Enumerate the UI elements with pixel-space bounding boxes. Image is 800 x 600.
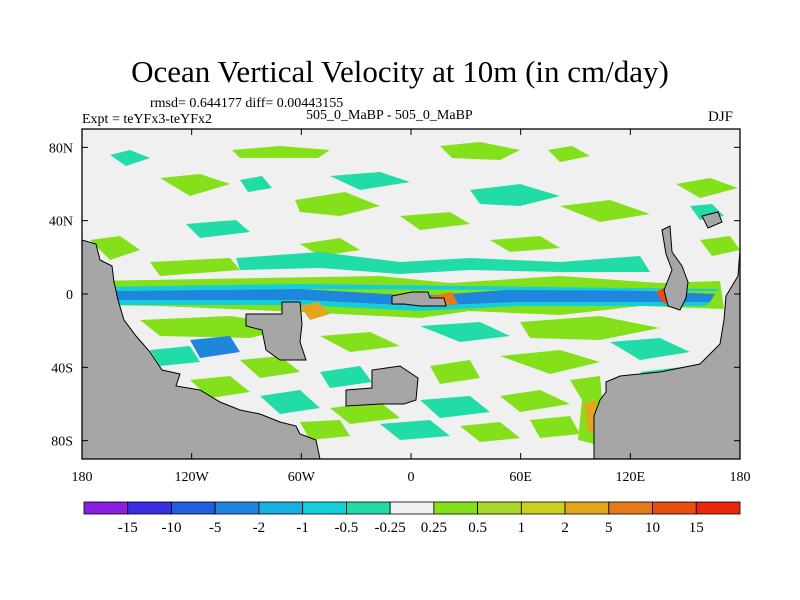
patch-n10 [560, 200, 650, 222]
colorbar-swatch [433, 501, 479, 515]
equatorial-cyan-band-south [110, 300, 710, 311]
patch-n15 [676, 178, 738, 198]
patch-n13 [490, 236, 560, 252]
land-island-equator [391, 291, 447, 307]
colorbar-label: -2 [253, 520, 266, 536]
colorbar-swatch [127, 501, 172, 515]
patch-s15 [330, 402, 400, 424]
colorbar-label: -5 [209, 520, 222, 536]
patch-s20 [380, 420, 450, 440]
patch-n18 [236, 252, 650, 274]
colorbar-label: -15 [118, 520, 138, 536]
experiment-label: Expt = teYFx3-teYFx2 [82, 112, 212, 127]
patch-n2 [110, 150, 150, 166]
y-tick-label: 80S [51, 435, 73, 450]
patch-s10 [430, 360, 480, 384]
colorbar-label: -10 [161, 520, 181, 536]
patch-s22 [300, 420, 350, 440]
colorbar-swatch [520, 501, 566, 515]
colorbar-swatch [83, 501, 129, 515]
patch-n17 [90, 236, 140, 260]
patch-n6 [240, 176, 272, 192]
x-tick-label: 60E [509, 470, 532, 485]
colorbar-swatch [214, 501, 260, 515]
patch-s6 [520, 316, 660, 340]
x-tick-label: 120W [175, 470, 210, 485]
colorbar-swatch [258, 501, 304, 515]
land-masses [81, 211, 741, 460]
colorbar-swatch [477, 501, 522, 515]
patch-s21 [460, 422, 520, 442]
x-tick-label: 120E [616, 470, 646, 485]
y-tick-label: 40N [49, 215, 73, 230]
y-tick-label: 0 [66, 288, 73, 303]
season-label: DJF [708, 109, 734, 125]
colorbar-swatch [652, 501, 697, 515]
x-tick-label: 180 [730, 470, 751, 485]
land-ne-island [701, 211, 723, 229]
case-label: 505_0_MaBP - 505_0_MaBP [306, 108, 473, 123]
land-island-central [345, 365, 419, 407]
y-tick-label: 40S [51, 361, 73, 376]
patch-s8 [240, 356, 300, 378]
patch-n20 [700, 236, 740, 256]
patch-n12 [186, 220, 250, 238]
land-western-continent [81, 239, 321, 460]
patch-n5 [330, 172, 410, 190]
colorbar-label: 2 [561, 520, 569, 536]
colorbar-swatch [345, 501, 391, 515]
colorbar-swatch [389, 501, 435, 515]
patch-s14 [260, 390, 320, 414]
x-tick-label: 60W [288, 470, 316, 485]
x-axis: 180 120W 60W 0 60E 120E 180 [72, 129, 751, 485]
x-tick-label: 0 [408, 470, 415, 485]
patch-s9 [320, 366, 372, 388]
patch-s5 [420, 322, 510, 342]
colorbar-label: 10 [645, 520, 660, 536]
patch-s11 [500, 350, 600, 374]
colorbar-swatch [171, 501, 216, 515]
colorbar-swatch [608, 501, 653, 515]
patch-s17 [500, 390, 570, 412]
land-eastern-peninsula [661, 225, 689, 311]
colorbar-swatch [564, 501, 610, 515]
patch-n3 [440, 142, 520, 160]
chart-title: Ocean Vertical Velocity at 10m (in cm/da… [131, 54, 669, 89]
patch-n1 [232, 146, 330, 158]
colorbar-swatch [695, 501, 741, 515]
colorbar-swatch [302, 501, 347, 515]
patch-s7 [610, 338, 690, 360]
colorbar-label: 0.5 [468, 520, 487, 536]
patch-n11 [400, 212, 470, 230]
colorbar-label: -1 [296, 520, 309, 536]
land-eastern-continent [593, 249, 741, 460]
patch-n9 [470, 184, 560, 206]
patch-s4 [320, 332, 400, 352]
equatorial-orange-patch [300, 302, 330, 320]
colorbar-label: 15 [689, 520, 704, 536]
colorbar-label: -0.25 [375, 520, 406, 536]
colorbar-label: -0.5 [335, 520, 359, 536]
patch-s16 [420, 396, 490, 418]
y-tick-label: 80N [49, 141, 73, 156]
patch-s2 [190, 336, 240, 358]
x-tick-label: 180 [72, 470, 93, 485]
patch-n8 [295, 192, 380, 216]
equatorial-cyan-band [95, 284, 720, 291]
patch-s3 [150, 346, 200, 366]
colorbar-label: 1 [518, 520, 526, 536]
land-island-west [245, 301, 307, 361]
patch-n4 [548, 146, 590, 162]
patch-n19 [150, 258, 240, 276]
y-axis: 80N 40N 0 40S 80S [49, 141, 740, 450]
patch-s23 [530, 416, 580, 438]
patch-n14 [300, 238, 360, 256]
patch-n7 [160, 174, 230, 196]
colorbar-label: 0.25 [421, 520, 447, 536]
colorbar: -15 -10 -5 -2 -1 -0.5 -0.25 0.25 0.5 1 2 5 10 15 [83, 501, 741, 536]
colorbar-label: 5 [605, 520, 613, 536]
rmsd-diff-stats: rmsd= 0.644177 diff= 0.00443155 [150, 96, 344, 111]
